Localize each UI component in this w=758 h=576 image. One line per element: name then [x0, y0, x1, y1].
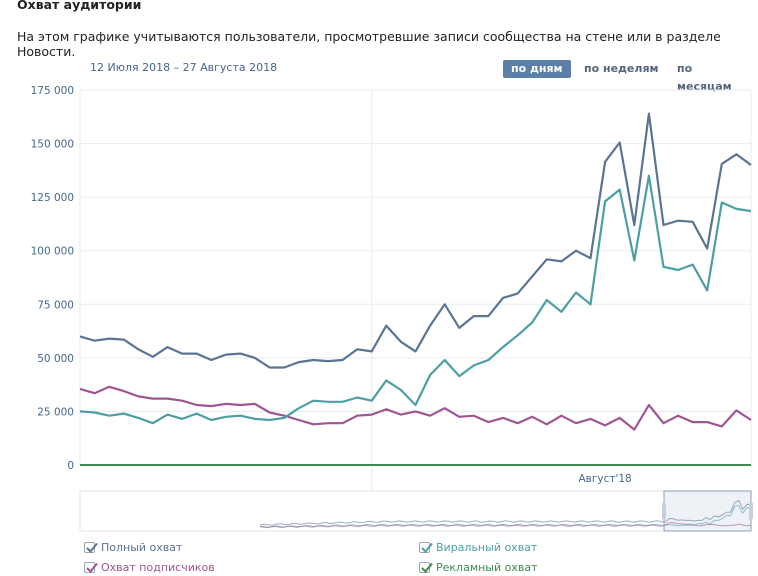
- legend-label: Охват подписчиков: [101, 561, 215, 574]
- legend-item-subscribers-reach[interactable]: Охват подписчиков: [84, 561, 215, 574]
- y-tick-label: 175 000: [31, 85, 74, 97]
- plot-frame: [79, 89, 752, 466]
- y-tick-label: 50 000: [37, 353, 74, 365]
- legend-label: Рекламный охват: [436, 561, 538, 574]
- checkbox-icon[interactable]: [84, 562, 98, 573]
- navigator-handle-right: [749, 503, 753, 519]
- legend-label: Виральный охват: [436, 541, 538, 554]
- by-weeks-button[interactable]: по неделям: [584, 62, 659, 75]
- y-tick-label: 25 000: [37, 406, 74, 418]
- x-tick-label: Август'18: [579, 473, 632, 485]
- chart-description: На этом графике учитываются пользователи…: [17, 29, 721, 59]
- y-tick-label: 75 000: [37, 299, 74, 311]
- legend-item-total-reach[interactable]: Полный охват: [84, 541, 182, 554]
- checkbox-icon[interactable]: [419, 542, 433, 553]
- legend-item-ad-reach[interactable]: Рекламный охват: [419, 561, 538, 574]
- legend-item-viral-reach[interactable]: Виральный охват: [419, 541, 537, 554]
- navigator-selection: [663, 490, 752, 532]
- checkbox-icon[interactable]: [84, 542, 98, 553]
- series-line-2: [79, 385, 752, 431]
- y-tick-label: 125 000: [31, 192, 74, 204]
- navigator-line-2: [259, 522, 752, 529]
- checkbox-icon[interactable]: [419, 562, 433, 573]
- date-range-link[interactable]: 12 Июля 2018 – 27 Августа 2018: [90, 61, 278, 74]
- navigator-line-1: [259, 504, 752, 528]
- y-tick-label: 150 000: [31, 139, 74, 151]
- series-line-1: [79, 174, 752, 425]
- reach-line-chart[interactable]: 0 25 000 50 000 75 000 100 000 125 000 150 000…: [0, 78, 758, 533]
- page-title: Охват аудитории: [17, 0, 142, 12]
- by-months-button[interactable]: по месяцам: [677, 62, 732, 93]
- y-tick-label: 0: [67, 460, 74, 472]
- by-days-button[interactable]: по дням: [503, 60, 571, 78]
- legend-label: Полный охват: [101, 541, 183, 554]
- series-line-0: [79, 112, 752, 369]
- navigator-handle-left: [662, 503, 666, 519]
- y-tick-label: 100 000: [31, 246, 74, 258]
- navigator-line-0: [259, 499, 752, 526]
